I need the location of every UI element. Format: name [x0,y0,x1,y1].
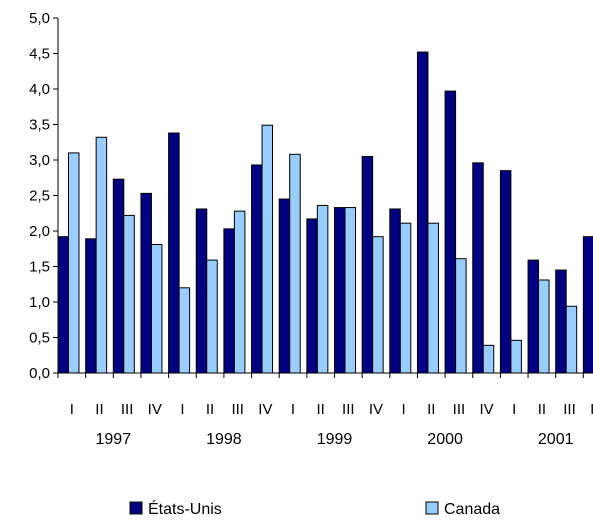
y-tick-label: 4,0 [29,81,50,98]
y-tick-label: 1,0 [29,294,50,311]
bar-etats-unis-5 [195,208,208,374]
x-tick-label: I [291,401,295,418]
bar-canada-2 [123,214,135,374]
x-tick-label: II [95,401,103,418]
x-tick-label: I [402,401,406,418]
bar-canada-8 [289,153,301,374]
x-tick-label: III [453,401,466,418]
bar-etats-unis-15 [472,162,484,374]
x-tick-label: III [121,401,134,418]
x-year-label: 2001 [538,431,574,448]
bar-canada-17 [538,279,550,374]
x-year-label: 1999 [317,431,353,448]
bar-etats-unis-18 [555,269,567,374]
y-tick-label: 4,5 [29,46,50,63]
y-tick-label: 3,5 [29,117,50,134]
x-year-label: 2000 [427,431,463,448]
bar-etats-unis-17 [527,259,540,374]
y-tick-label: 0,0 [29,365,50,382]
bar-etats-unis-12 [389,208,401,374]
legend-label-etats-unis: États-Unis [148,499,222,518]
bar-etats-unis-7 [251,164,263,374]
x-year-label: 1997 [96,431,132,448]
bar-etats-unis-13 [416,51,429,374]
bar-canada-12 [399,222,412,374]
bar-etats-unis-10 [334,207,346,374]
bar-canada-15 [482,344,495,374]
bar-canada-11 [372,236,384,374]
bar-etats-unis-2 [112,178,125,374]
bar-etats-unis-11 [361,155,374,374]
x-tick-label: II [427,401,435,418]
bar-canada-18 [565,305,578,374]
x-tick-label: I [70,401,74,418]
bar-canada-13 [427,222,439,374]
legend: États-Unis Canada [129,499,500,518]
bar-etats-unis-9 [306,218,318,374]
legend-label-canada: Canada [444,501,500,518]
bar-etats-unis-8 [278,198,291,374]
bar-canada-6 [233,210,246,374]
x-tick-label: II [206,401,214,418]
x-tick-label: IV [369,401,383,418]
bar-canada-10 [344,207,356,374]
x-year-label: 1998 [206,431,242,448]
x-tick-label: IV [479,401,493,418]
y-tick-label: 5,0 [29,10,50,27]
x-tick-label: IV [148,401,162,418]
bar-canada-7 [261,124,274,374]
y-tick-label: 1,5 [29,259,50,276]
bar-etats-unis-4 [168,132,180,374]
x-tick-label: II [538,401,546,418]
y-tick-label: 3,0 [29,152,50,169]
x-tick-label: IV [258,401,272,418]
bar-canada-16 [510,339,522,374]
x-tick-label: III [563,401,576,418]
y-tick-labels: 0,0 0,5 1,0 1,5 2,0 2,5 3,0 3,5 4,0 4,5 5,0 [29,10,50,382]
bar-canada-14 [455,258,467,374]
bar-etats-unis-6 [223,228,235,374]
bar-canada-0 [68,152,80,374]
y-tick-label: 2,5 [29,188,50,205]
bar-etats-unis-3 [140,192,152,374]
y-tick-label: 0,5 [29,330,50,347]
x-tick-label: I [180,401,184,418]
x-tick-labels: IIIIIIIVIIIIIIIVIIIIIIIVIIIIIIIVIIIIIIIV… [70,401,593,448]
x-tick-label: III [342,401,355,418]
bar-canada-3 [150,243,163,374]
x-tick-label: I [512,401,516,418]
bar-etats-unis-16 [499,170,512,374]
x-tick-label: II [317,401,325,418]
y-tick-label: 2,0 [29,223,50,240]
bar-canada-9 [316,204,329,374]
bar-canada-1 [95,136,108,374]
legend-swatch-canada [425,501,439,515]
bar-etats-unis-14 [444,90,457,374]
x-tick-label: III [231,401,244,418]
bars-group [57,51,593,374]
x-tick-label: IV [590,401,593,418]
bar-canada-4 [178,287,191,374]
legend-swatch-etats-unis [129,501,143,515]
bar-etats-unis-19 [582,236,593,374]
bar-etats-unis-0 [57,236,69,374]
bar-canada-5 [206,259,218,374]
axes-group [53,17,593,378]
bar-etats-unis-1 [85,238,97,374]
